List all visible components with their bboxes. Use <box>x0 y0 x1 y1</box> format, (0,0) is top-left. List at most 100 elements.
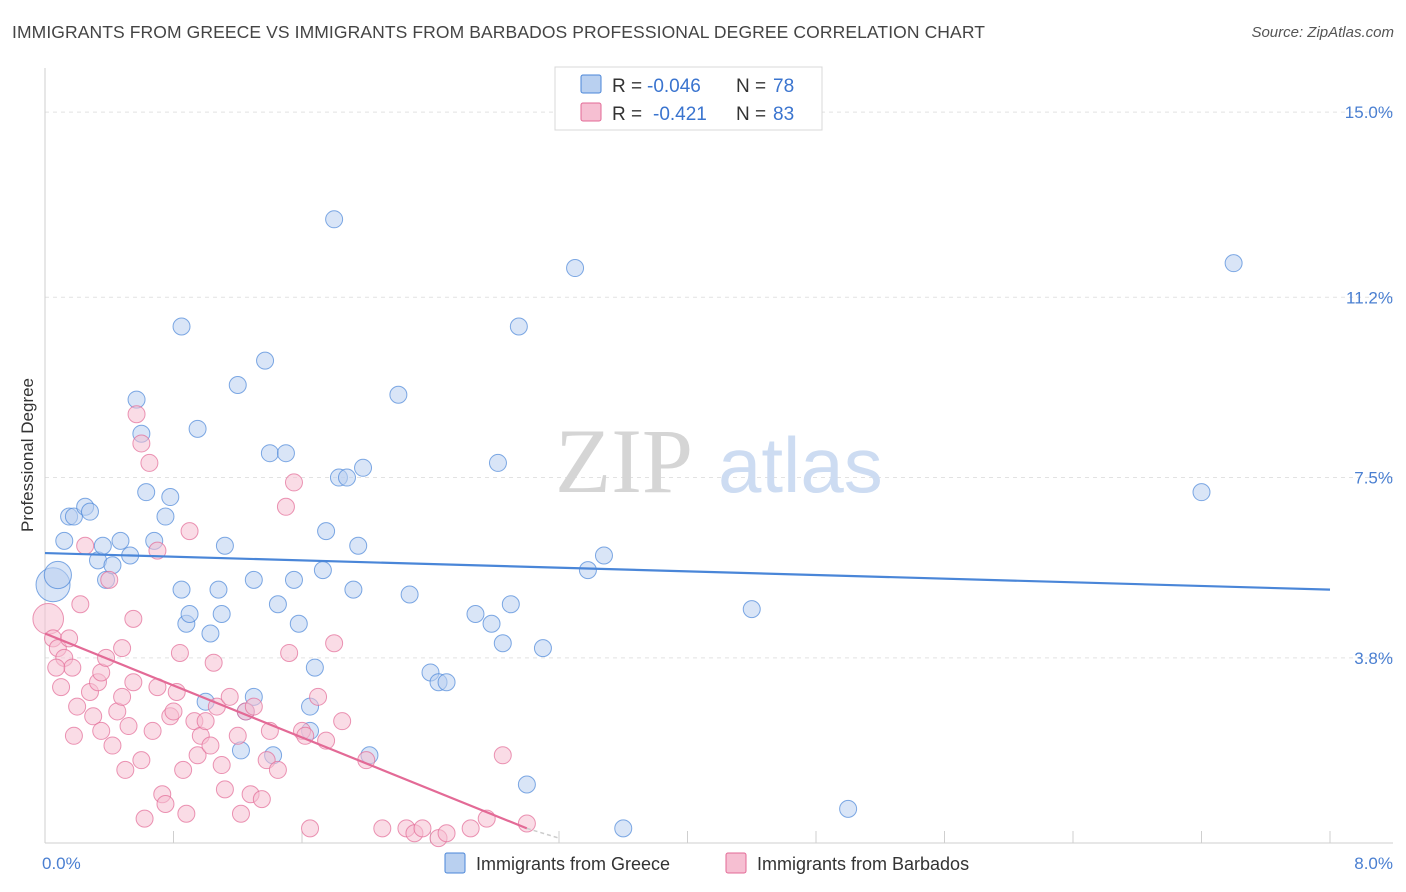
stats-legend: R = -0.046 N = 78 R = -0.421 N = 83 <box>554 66 823 131</box>
barbados-point-72 <box>413 819 432 838</box>
barbados-point-54 <box>244 697 263 716</box>
greece-point-69 <box>614 819 633 838</box>
barbados-point-83 <box>92 721 111 740</box>
barbados-point-61 <box>284 473 303 492</box>
greece-point-67 <box>578 561 597 580</box>
legend-n-label-barbados: N = <box>736 104 766 125</box>
barbados-point-59 <box>276 497 295 516</box>
greece-point-44 <box>313 561 332 580</box>
barbados-point-3 <box>52 678 71 697</box>
barbados-point-25 <box>132 434 151 453</box>
greece-point-46 <box>325 210 344 229</box>
barbados-point-18 <box>113 687 132 706</box>
x-tick-label-0: 0.0% <box>42 854 81 873</box>
greece-point-37 <box>268 595 287 614</box>
y-tick-label-2: 11.2% <box>1346 288 1393 307</box>
barbados-point-75 <box>461 819 480 838</box>
barbados-point-32 <box>156 795 175 814</box>
greece-point-2 <box>55 531 74 550</box>
x-tick-labels: 0.0% 8.0% <box>42 854 1393 873</box>
gridlines <box>45 111 1393 659</box>
legend-r-barbados: -0.421 <box>653 104 707 125</box>
barbados-point-78 <box>517 814 536 833</box>
greece-point-38 <box>276 444 295 463</box>
barbados-point-36 <box>170 643 189 662</box>
barbados-point-55 <box>252 790 271 809</box>
barbados-point-6 <box>63 658 82 677</box>
barbados-point-43 <box>196 712 215 731</box>
barbados-point-23 <box>124 673 143 692</box>
greece-point-25 <box>201 624 220 643</box>
greece-point-29 <box>228 375 247 394</box>
barbados-point-34 <box>164 702 183 721</box>
greece-point-50 <box>349 536 368 555</box>
greece-point-35 <box>260 444 279 463</box>
barbados-point-19 <box>113 639 132 658</box>
greece-point-18 <box>161 488 180 507</box>
greece-point-40 <box>289 614 308 633</box>
barbados-point-69 <box>373 819 392 838</box>
x-tick-label-1: 8.0% <box>1354 854 1393 873</box>
barbados-point-51 <box>231 804 250 823</box>
barbados-point-0 <box>32 603 65 635</box>
barbados-trend-line <box>44 632 528 830</box>
series-legend: Immigrants from Greece Immigrants from B… <box>444 852 969 874</box>
legend-r-greece: -0.046 <box>647 76 701 97</box>
barbados-point-74 <box>437 824 456 843</box>
greece-point-64 <box>517 775 536 794</box>
barbados-point-79 <box>47 658 66 677</box>
legend-swatch-barbados <box>580 102 602 122</box>
legend-n-barbados: 83 <box>773 104 794 125</box>
greece-point-22 <box>180 604 199 623</box>
greece-point-23 <box>188 419 207 438</box>
greece-point-51 <box>354 458 373 477</box>
greece-point-71 <box>839 799 858 818</box>
barbados-point-67 <box>325 634 344 653</box>
barbados-point-47 <box>212 756 231 775</box>
barbados-point-60 <box>280 643 299 662</box>
greece-point-39 <box>284 570 303 589</box>
barbados-point-81 <box>132 751 151 770</box>
greece-point-54 <box>400 585 419 604</box>
barbados-point-15 <box>100 570 119 589</box>
barbados-point-65 <box>309 687 328 706</box>
greece-point-48 <box>337 468 356 487</box>
barbados-point-41 <box>188 746 207 765</box>
barbados-point-58 <box>268 760 287 779</box>
greece-point-66 <box>566 259 585 278</box>
greece-point-6 <box>80 502 99 521</box>
greece-point-70 <box>742 600 761 619</box>
barbados-point-80 <box>64 726 83 745</box>
greece-point-8 <box>93 536 112 555</box>
greece-point-62 <box>501 595 520 614</box>
source-label: Source: ZipAtlas.com <box>1251 24 1394 41</box>
barbados-point-27 <box>140 453 159 472</box>
watermark: ZIP atlas <box>555 410 883 512</box>
chart-title: IMMIGRANTS FROM GREECE VS IMMIGRANTS FRO… <box>12 22 986 42</box>
barbados-point-49 <box>220 687 239 706</box>
bottom-swatch-barbados <box>725 852 747 874</box>
greece-point-21 <box>172 317 191 336</box>
greece-point-49 <box>344 580 363 599</box>
barbados-point-9 <box>76 536 95 555</box>
trend-lines <box>44 551 1331 839</box>
legend-n-greece: 78 <box>773 76 794 97</box>
legend-n-label-greece: N = <box>736 76 766 97</box>
barbados-point-64 <box>301 819 320 838</box>
greece-point-30 <box>231 741 250 760</box>
series-barbados <box>32 405 536 848</box>
greece-point-34 <box>256 351 275 370</box>
barbados-point-44 <box>201 736 220 755</box>
greece-point-61 <box>493 634 512 653</box>
y-tick-labels: 3.8% 7.5% 11.2% 15.0% <box>1345 103 1393 668</box>
greece-point-68 <box>594 546 613 565</box>
greece-point-10 <box>103 556 122 575</box>
barbados-point-7 <box>68 697 87 716</box>
barbados-point-28 <box>143 721 162 740</box>
barbados-point-38 <box>177 804 196 823</box>
barbados-point-45 <box>204 653 223 672</box>
y-axis-label: Professional Degree <box>18 378 37 532</box>
barbados-trend-extension <box>526 827 560 839</box>
greece-point-17 <box>156 507 175 526</box>
